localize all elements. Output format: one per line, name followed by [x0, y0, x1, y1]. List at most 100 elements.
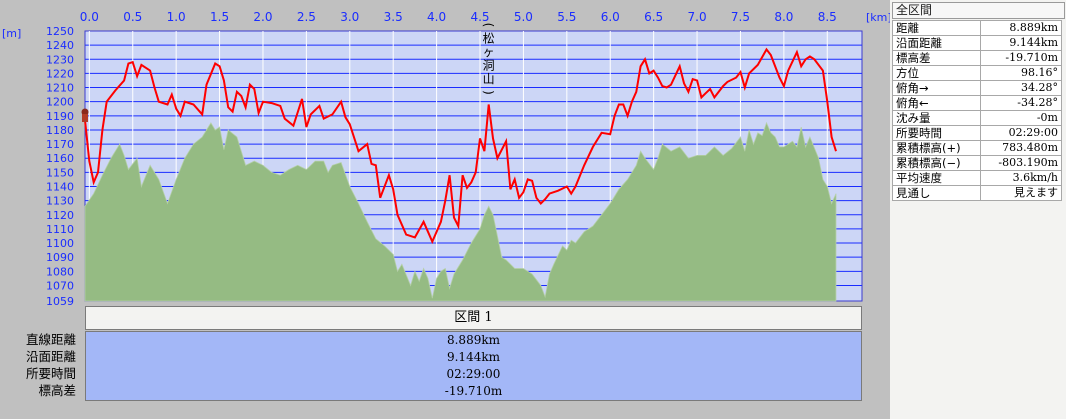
stats-row: 俯角← -34.28° [892, 95, 1063, 111]
y-tick-label: 1200 [46, 96, 74, 109]
y-tick-label: 1230 [46, 53, 74, 66]
y-tick-label: 1190 [46, 110, 74, 123]
terrain-area [84, 121, 837, 302]
y-tick-label: 1170 [46, 138, 74, 151]
section-row-labels: 直線距離 沿面距離 所要時間 標高差 [0, 331, 80, 399]
y-tick-label: 1120 [46, 209, 74, 222]
start-marker [81, 108, 89, 122]
x-tick-label: 0.5 [123, 10, 142, 24]
x-tick-label: 3.0 [340, 10, 359, 24]
stats-row: 方位 98.16° [892, 65, 1063, 81]
x-tick-label: 6.0 [601, 10, 620, 24]
stats-label: 累積標高(−) [892, 155, 981, 171]
peak-annotation-char: 松 [483, 32, 495, 46]
stats-value: -19.710m [979, 50, 1063, 66]
stats-row: 俯角→ 34.28° [892, 80, 1063, 96]
stats-table: 距離 8.889km 沿面距離 9.144km 標高差 -19.710m 方位 98.16° 俯… [892, 20, 1063, 201]
stats-value: 98.16° [979, 65, 1063, 81]
peak-annotation-char: ( [482, 23, 496, 28]
stats-value: 9.144km [979, 35, 1063, 51]
value-surface-distance: 9.144km [446, 350, 500, 364]
x-tick-label: 5.5 [557, 10, 576, 24]
x-tick-label: 2.0 [253, 10, 272, 24]
stats-row: 所要時間 02:29:00 [892, 125, 1063, 141]
y-tick-label: 1059 [46, 295, 74, 306]
y-tick-label: 1100 [46, 237, 74, 250]
x-tick-label: 5.0 [514, 10, 533, 24]
panel-title-dropdown[interactable]: 全区間 [892, 2, 1065, 19]
elevation-profile-chart: 0.0 0.5 1.0 1.5 2.0 2.5 3.0 3.5 4.0 4.5 5.0 5.5 6.0 6… [2, 10, 890, 306]
y-tick-label: 1180 [46, 124, 74, 137]
y-tick-label: 1070 [46, 279, 74, 292]
x-tick-label: 3.5 [384, 10, 403, 24]
y-tick-label: 1110 [46, 223, 74, 236]
label-straight-distance: 直線距離 [25, 332, 76, 347]
x-tick-label: 6.5 [644, 10, 663, 24]
stats-label: 俯角→ [892, 80, 981, 96]
y-tick-label: 1210 [46, 82, 74, 95]
x-tick-label: 7.0 [688, 10, 707, 24]
stats-label: 俯角← [892, 95, 981, 111]
x-tick-label: 7.5 [731, 10, 750, 24]
stats-label: 方位 [892, 65, 981, 81]
label-required-time: 所要時間 [25, 366, 76, 381]
stats-value: 783.480m [979, 140, 1063, 156]
stats-value: 34.28° [979, 80, 1063, 96]
stats-label: 沈み量 [892, 110, 981, 126]
route-line-layer [84, 47, 837, 245]
label-elevation-diff: 標高差 [38, 383, 76, 398]
stats-row: 標高差 -19.710m [892, 50, 1063, 66]
peak-annotation-char: ) [482, 90, 496, 95]
stats-row: 平均速度 3.6km/h [892, 170, 1063, 186]
stats-panel: 全区間 距離 8.889km 沿面距離 9.144km 標高差 -19.710m 方位 98.… [890, 0, 1066, 419]
x-unit-label: [km] [866, 11, 890, 24]
stats-row: 累積標高(−) -803.190m [892, 155, 1063, 171]
stats-label: 所要時間 [892, 125, 981, 141]
section-values: 8.889km 9.144km 02:29:00 -19.710m [85, 331, 862, 401]
x-tick-label: 4.5 [470, 10, 489, 24]
value-elevation-diff: -19.710m [444, 384, 503, 398]
y-unit-label: [m] [2, 27, 21, 40]
x-axis-ticks: 0.0 0.5 1.0 1.5 2.0 2.5 3.0 3.5 4.0 4.5 5.0 5.5 6.0 6… [80, 10, 837, 24]
stats-row: 見通し 見えます [892, 185, 1063, 201]
stats-value: 3.6km/h [979, 170, 1063, 186]
stats-row: 沈み量 -0m [892, 110, 1063, 126]
stats-label: 平均速度 [892, 170, 981, 186]
stats-value: 8.889km [979, 20, 1063, 36]
terrain-area-layer [84, 121, 837, 302]
section-header: 区間 1 [85, 306, 862, 330]
stats-label: 距離 [892, 20, 981, 36]
stats-label: 沿面距離 [892, 35, 981, 51]
peak-annotation-char: ヶ [483, 45, 495, 59]
stats-label: 見通し [892, 185, 981, 201]
stats-row: 沿面距離 9.144km [892, 35, 1063, 51]
stats-value: 02:29:00 [979, 125, 1063, 141]
x-tick-label: 8.0 [774, 10, 793, 24]
value-required-time: 02:29:00 [446, 367, 501, 381]
value-straight-distance: 8.889km [446, 333, 500, 347]
y-tick-label: 1240 [46, 39, 74, 52]
x-tick-label: 2.5 [297, 10, 316, 24]
peak-annotation-char: 山 [483, 72, 495, 86]
y-tick-label: 1150 [46, 166, 74, 179]
stats-value: 見えます [979, 185, 1063, 201]
x-tick-label: 4.0 [427, 10, 446, 24]
y-tick-label: 1220 [46, 67, 74, 80]
x-tick-label: 0.0 [80, 10, 99, 24]
stats-label: 標高差 [892, 50, 981, 66]
x-tick-label: 1.0 [167, 10, 186, 24]
y-tick-label: 1080 [46, 265, 74, 278]
y-tick-label: 1090 [46, 251, 74, 264]
y-tick-label: 1250 [46, 25, 74, 38]
stats-label: 累積標高(+) [892, 140, 981, 156]
elevation-line [84, 47, 837, 245]
y-tick-label: 1130 [46, 195, 74, 208]
stats-row: 累積標高(+) 783.480m [892, 140, 1063, 156]
stats-row: 距離 8.889km [892, 20, 1063, 36]
y-tick-label: 1140 [46, 180, 74, 193]
x-tick-label: 1.5 [210, 10, 229, 24]
y-tick-label: 1160 [46, 152, 74, 165]
stats-value: -803.190m [979, 155, 1063, 171]
